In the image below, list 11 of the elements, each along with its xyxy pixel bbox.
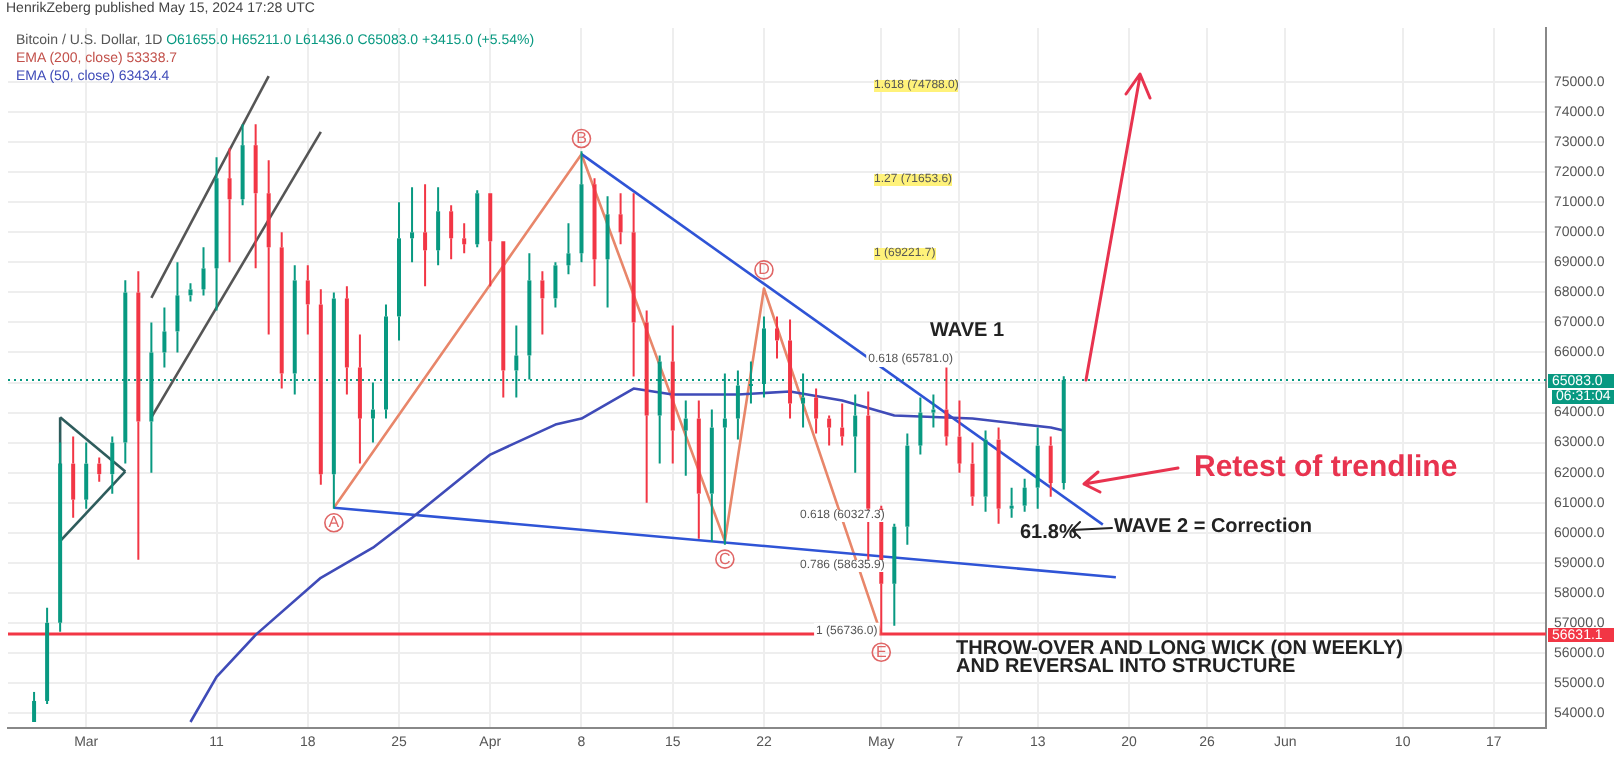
annotation: B bbox=[576, 128, 587, 147]
annotation: WAVE 1 bbox=[930, 320, 1005, 342]
annotation: D bbox=[758, 260, 771, 279]
annotation: AND REVERSAL INTO STRUCTURE bbox=[956, 656, 1296, 678]
annotation: WAVE 2 = Correction bbox=[1114, 516, 1313, 538]
annotation: E bbox=[875, 642, 887, 661]
annotation: 61.8% bbox=[1020, 522, 1077, 544]
annotation: THROW-OVER AND LONG WICK (ON WEEKLY) bbox=[956, 638, 1403, 660]
annotation: Retest of trendline bbox=[1194, 450, 1458, 484]
annotation: C bbox=[719, 549, 732, 568]
annotation: A bbox=[328, 513, 341, 532]
